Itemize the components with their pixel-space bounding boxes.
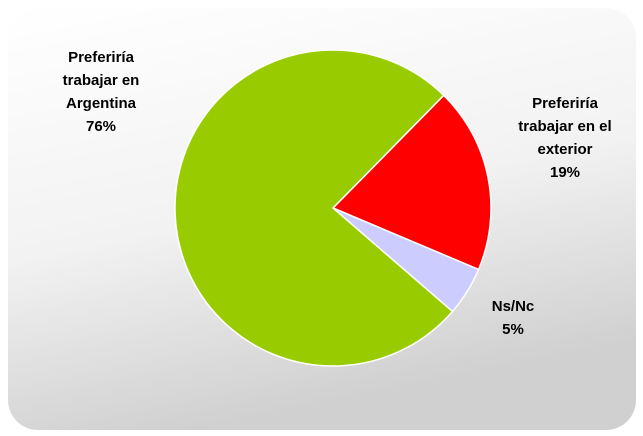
category-label: Ns/Nc	[491, 298, 535, 315]
value-label: 5%	[502, 321, 524, 338]
value-label: 76%	[85, 118, 117, 135]
slice-label: Ns/Nc 5%	[473, 295, 553, 341]
category-label: Preferiría trabajar en Argentina	[62, 49, 140, 112]
pie	[174, 49, 492, 367]
slice-label: Preferiría trabajar en el exterior 19%	[505, 92, 625, 184]
value-label: 19%	[549, 164, 581, 181]
category-label: Preferiría trabajar en el exterior	[518, 95, 612, 158]
pie-slice	[174, 49, 454, 367]
pie-slice	[331, 94, 492, 271]
slice-label: Preferiría trabajar en Argentina 76%	[45, 46, 157, 138]
